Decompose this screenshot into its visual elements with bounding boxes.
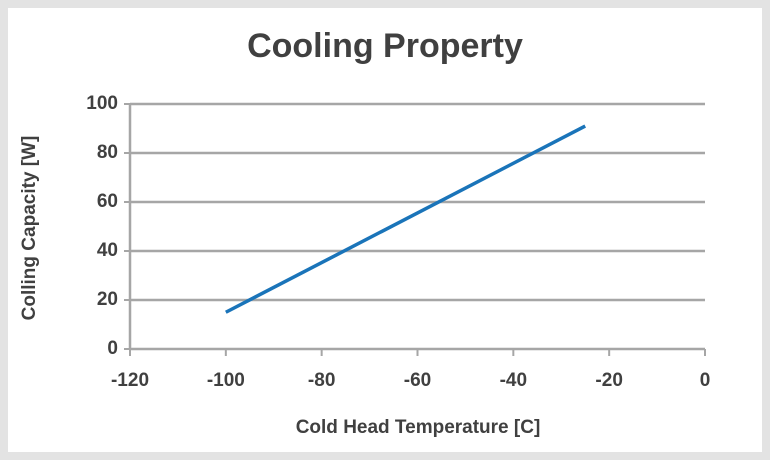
y-tick-label: 0	[107, 338, 118, 359]
chart-title: Cooling Property	[247, 27, 523, 65]
x-tick-label: -120	[111, 370, 149, 391]
x-tick-label: -100	[207, 370, 245, 391]
x-tick-label: 0	[700, 370, 711, 391]
x-tick-label: -40	[500, 370, 527, 391]
x-tick-label: -80	[308, 370, 335, 391]
x-tick-label: -60	[404, 370, 431, 391]
y-tick-label: 100	[86, 93, 118, 114]
data-line	[225, 124, 587, 314]
y-tick-label: 20	[97, 289, 118, 310]
y-tick-label: 80	[97, 142, 118, 163]
x-tick-label: -20	[595, 370, 622, 391]
y-tick-label: 60	[97, 191, 118, 212]
x-axis-label: Cold Head Temperature [C]	[296, 417, 541, 438]
y-tick-label: 40	[97, 240, 118, 261]
y-axis-label: Colling Capacity [W]	[19, 136, 40, 321]
